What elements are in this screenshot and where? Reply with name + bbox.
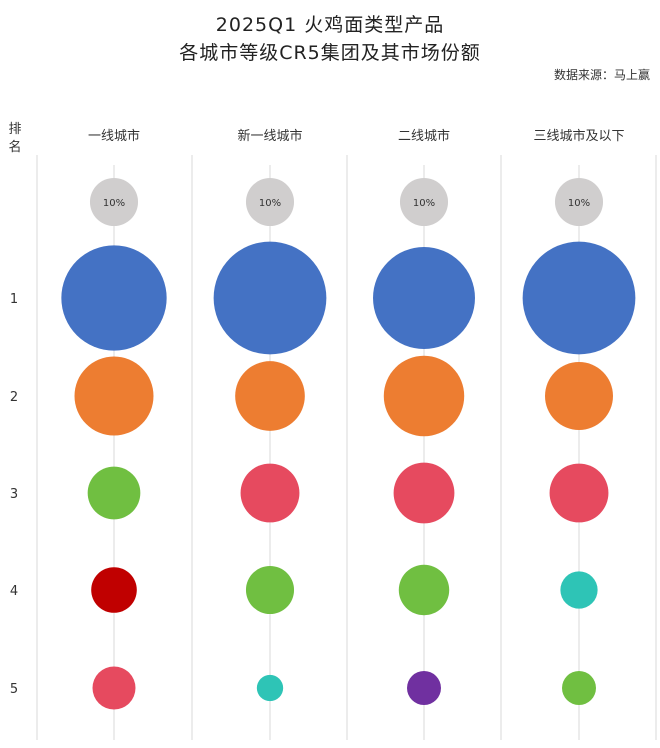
rank-label: 3 [10,487,18,502]
rank-header-label: 名 [8,139,21,155]
market-share-bubble [383,355,465,437]
market-share-bubble [245,565,295,615]
rank-label: 2 [10,390,18,405]
reference-bubble-label: 10% [568,198,590,209]
market-share-bubble [562,671,596,705]
market-share-bubble [560,571,598,609]
rank-label: 1 [10,292,18,307]
reference-bubble-label: 10% [413,198,435,209]
market-share-bubble [522,241,636,355]
column-header-label: 二线城市 [398,128,450,144]
market-share-bubble [373,247,475,349]
market-share-bubble [549,463,609,523]
market-share-bubble [393,462,455,524]
market-share-bubble [61,245,167,351]
rank-label: 5 [10,682,18,697]
column-header-label: 三线城市及以下 [533,128,624,144]
chart-title-line1: 2025Q1 火鸡面类型产品 [215,14,445,36]
reference-bubble [245,177,295,227]
market-share-bubble [235,361,305,431]
column-header-label: 一线城市 [88,128,140,144]
rank-header-label: 排 [8,122,21,137]
market-share-bubble [92,666,136,710]
rank-label: 4 [10,584,18,599]
data-source-note: 数据来源：马上赢 [553,68,650,82]
market-share-bubble [91,567,137,613]
market-share-bubble [545,362,613,430]
market-share-bubble [407,671,441,705]
market-share-bubble [87,466,141,520]
reference-bubble-label: 10% [259,198,281,209]
reference-bubble [399,177,449,227]
market-share-bubble [240,463,300,523]
reference-bubble-label: 10% [103,198,125,209]
chart-title-line2: 各城市等级CR5集团及其市场份额 [179,42,481,64]
market-share-bubble [213,241,327,355]
market-share-bubble [74,356,154,436]
market-share-bubble [398,564,450,616]
column-header-label: 新一线城市 [237,128,302,144]
market-share-bubble [256,674,284,702]
reference-bubble [554,177,604,227]
reference-bubble [89,177,139,227]
